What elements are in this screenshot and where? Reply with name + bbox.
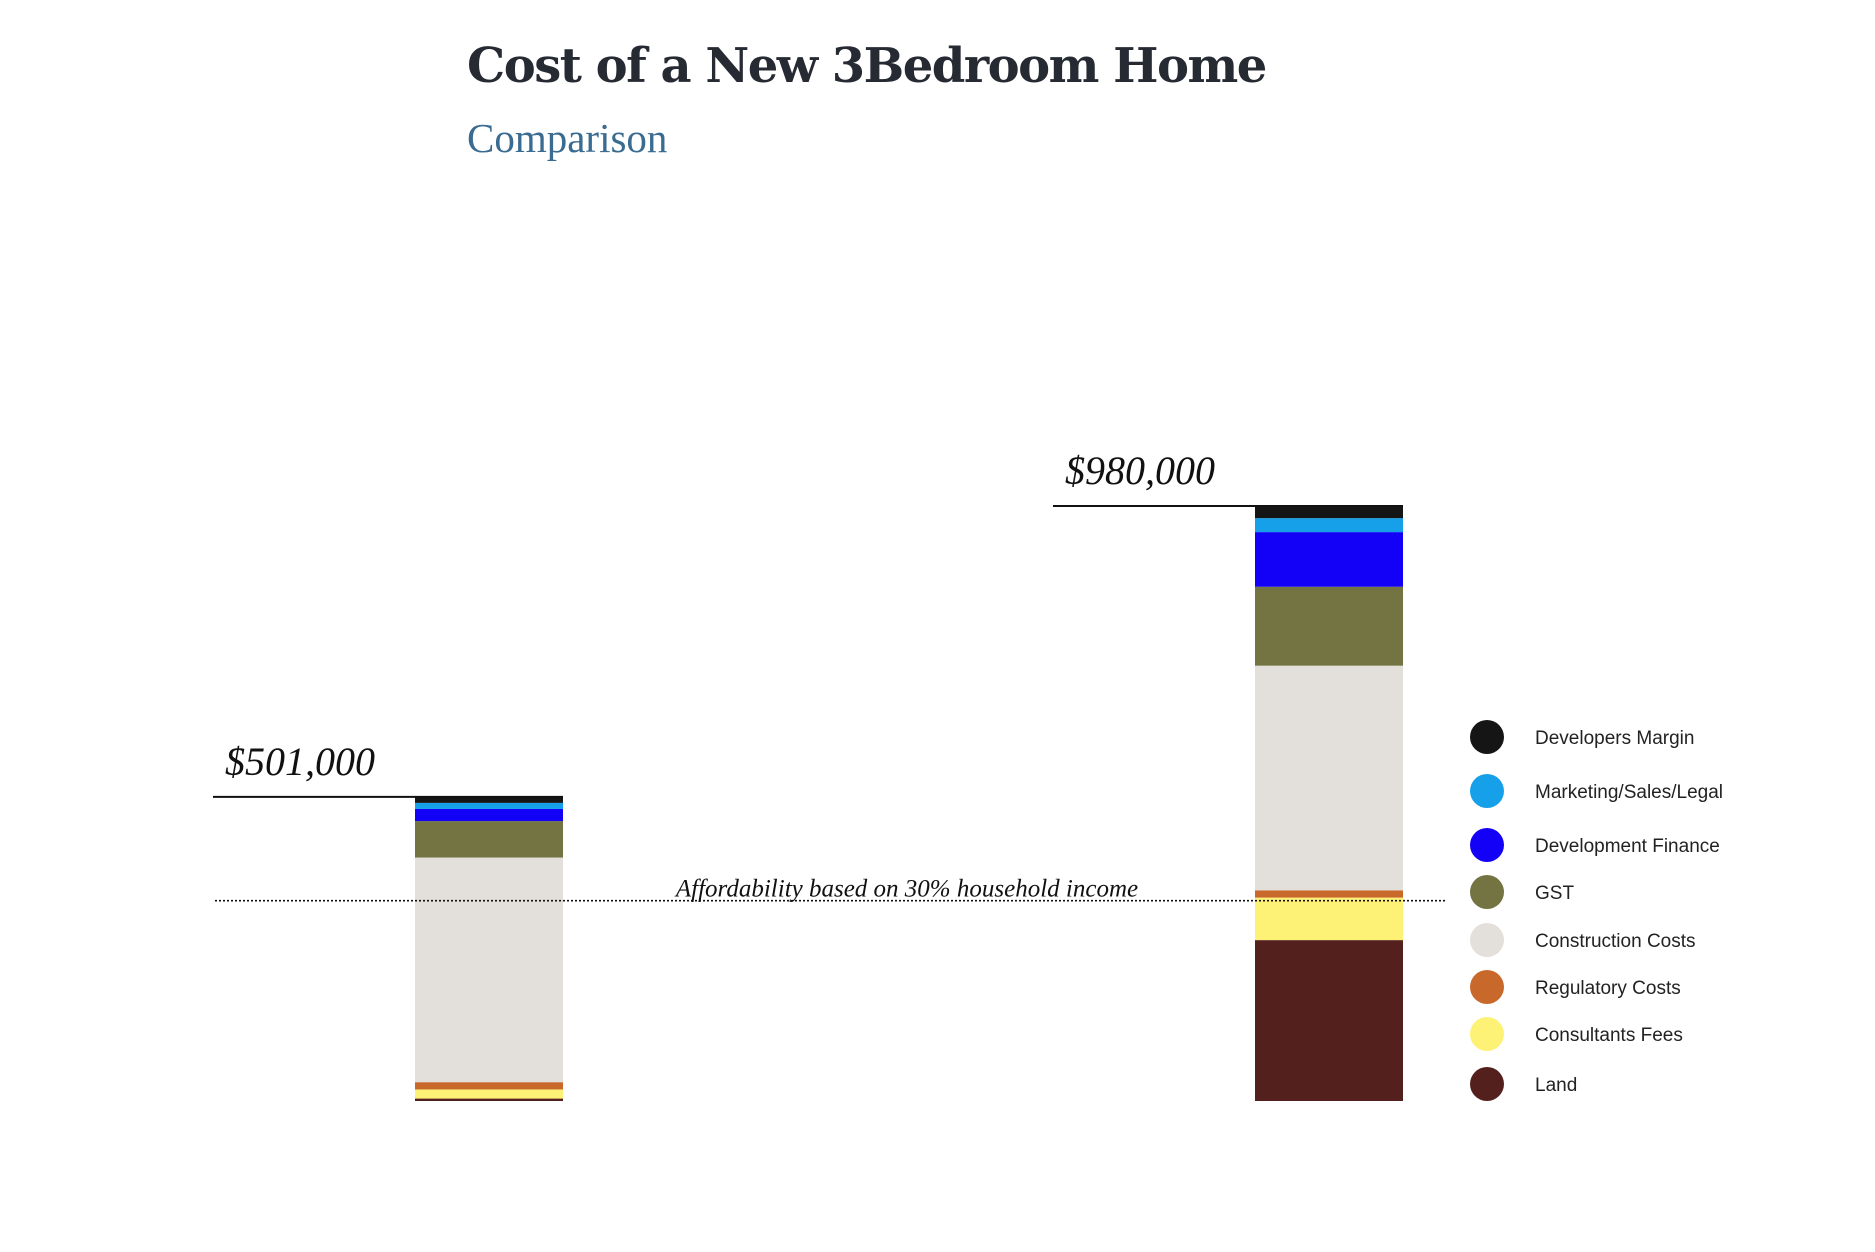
legend-swatch [1470,774,1504,808]
legend-swatch [1470,923,1504,957]
total-label-1: $501,000 [225,739,375,784]
bar-segment-development-finance [415,808,563,822]
legend-label: GST [1535,883,1574,904]
bar-segment-gst [1255,586,1403,666]
bar-segment-developers-margin [415,796,563,803]
bar-segment-land [415,1098,563,1101]
bars-layer [415,506,1403,1101]
bar-segment-land [1255,940,1403,1101]
legend-label: Regulatory Costs [1535,978,1681,999]
legend-label: Development Finance [1535,836,1720,857]
bar-stack-1 [415,796,563,1101]
bar-segment-construction-costs [1255,665,1403,891]
legend-item-consultants-fees: Consultants Fees [1470,1017,1683,1051]
chart-title: Cost of a New 3Bedroom Home [467,38,1267,94]
bar-segment-construction-costs [415,857,563,1083]
bar-segment-developers-margin [1255,506,1403,519]
legend-swatch [1470,720,1504,754]
legend-label: Developers Margin [1535,728,1694,749]
bar-segment-marketing-sales-legal [1255,518,1403,533]
legend-swatch [1470,1017,1504,1051]
legend-swatch [1470,828,1504,862]
bar-segment-development-finance [1255,532,1403,587]
legend-label: Marketing/Sales/Legal [1535,782,1723,803]
legend-item-development-finance: Development Finance [1470,828,1720,862]
affordability-label: Affordability based on 30% household inc… [674,876,1138,903]
legend-item-marketing-sales-legal: Marketing/Sales/Legal [1470,774,1723,808]
legend-item-gst: GST [1470,875,1574,909]
bar-segment-gst [415,821,563,858]
bar-segment-consultants-fees [415,1089,563,1099]
bar-stack-2 [1255,506,1403,1101]
legend-swatch [1470,875,1504,909]
legend-swatch [1470,970,1504,1004]
affordability-layer: Affordability based on 30% household inc… [215,876,1447,903]
chart-subtitle: Comparison [467,115,668,161]
bar-segment-consultants-fees [1255,897,1403,941]
legend-item-regulatory-costs: Regulatory Costs [1470,970,1681,1004]
legend-label: Construction Costs [1535,931,1696,952]
legend-label: Consultants Fees [1535,1025,1683,1046]
legend-swatch [1470,1067,1504,1101]
legend-item-land: Land [1470,1067,1577,1101]
bar-segment-regulatory-costs [415,1082,563,1090]
bar-segment-regulatory-costs [1255,890,1403,898]
total-label-2: $980,000 [1065,448,1215,493]
bar-segment-marketing-sales-legal [415,802,563,809]
legend-label: Land [1535,1075,1577,1096]
legend: Developers Margin Marketing/Sales/Legal De… [1470,720,1723,1101]
totals-layer: $501,000 $980,000 [213,448,1403,798]
legend-item-construction-costs: Construction Costs [1470,923,1696,957]
legend-item-developers-margin: Developers Margin [1470,720,1694,754]
